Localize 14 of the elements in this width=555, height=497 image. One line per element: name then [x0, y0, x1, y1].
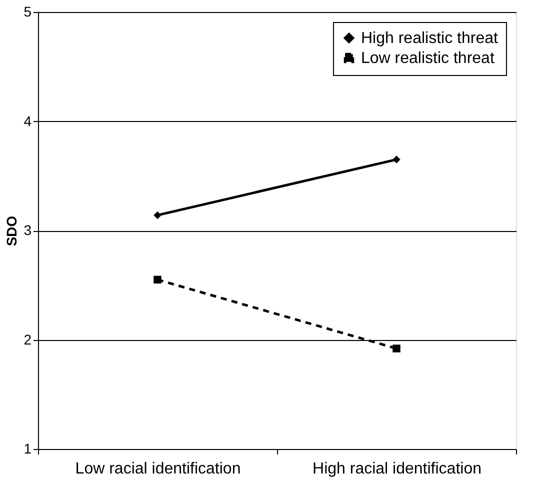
x-tick-label: High racial identification: [312, 460, 482, 478]
legend-label: High realistic threat: [361, 30, 498, 47]
y-axis-title: SDO: [4, 216, 20, 246]
point: [392, 344, 400, 352]
point: [392, 156, 400, 164]
point: [154, 211, 162, 220]
point: [154, 276, 162, 284]
x-tick-label: Low racial identification: [75, 460, 241, 478]
y-tick-label: 5: [24, 4, 32, 20]
y-tick-label: 4: [24, 112, 32, 129]
y-tick-label: 1: [24, 440, 32, 456]
legend-label: Low realistic threat: [361, 50, 495, 67]
y-tick-label: 2: [24, 331, 32, 348]
y-tick-label: 3: [24, 222, 32, 238]
